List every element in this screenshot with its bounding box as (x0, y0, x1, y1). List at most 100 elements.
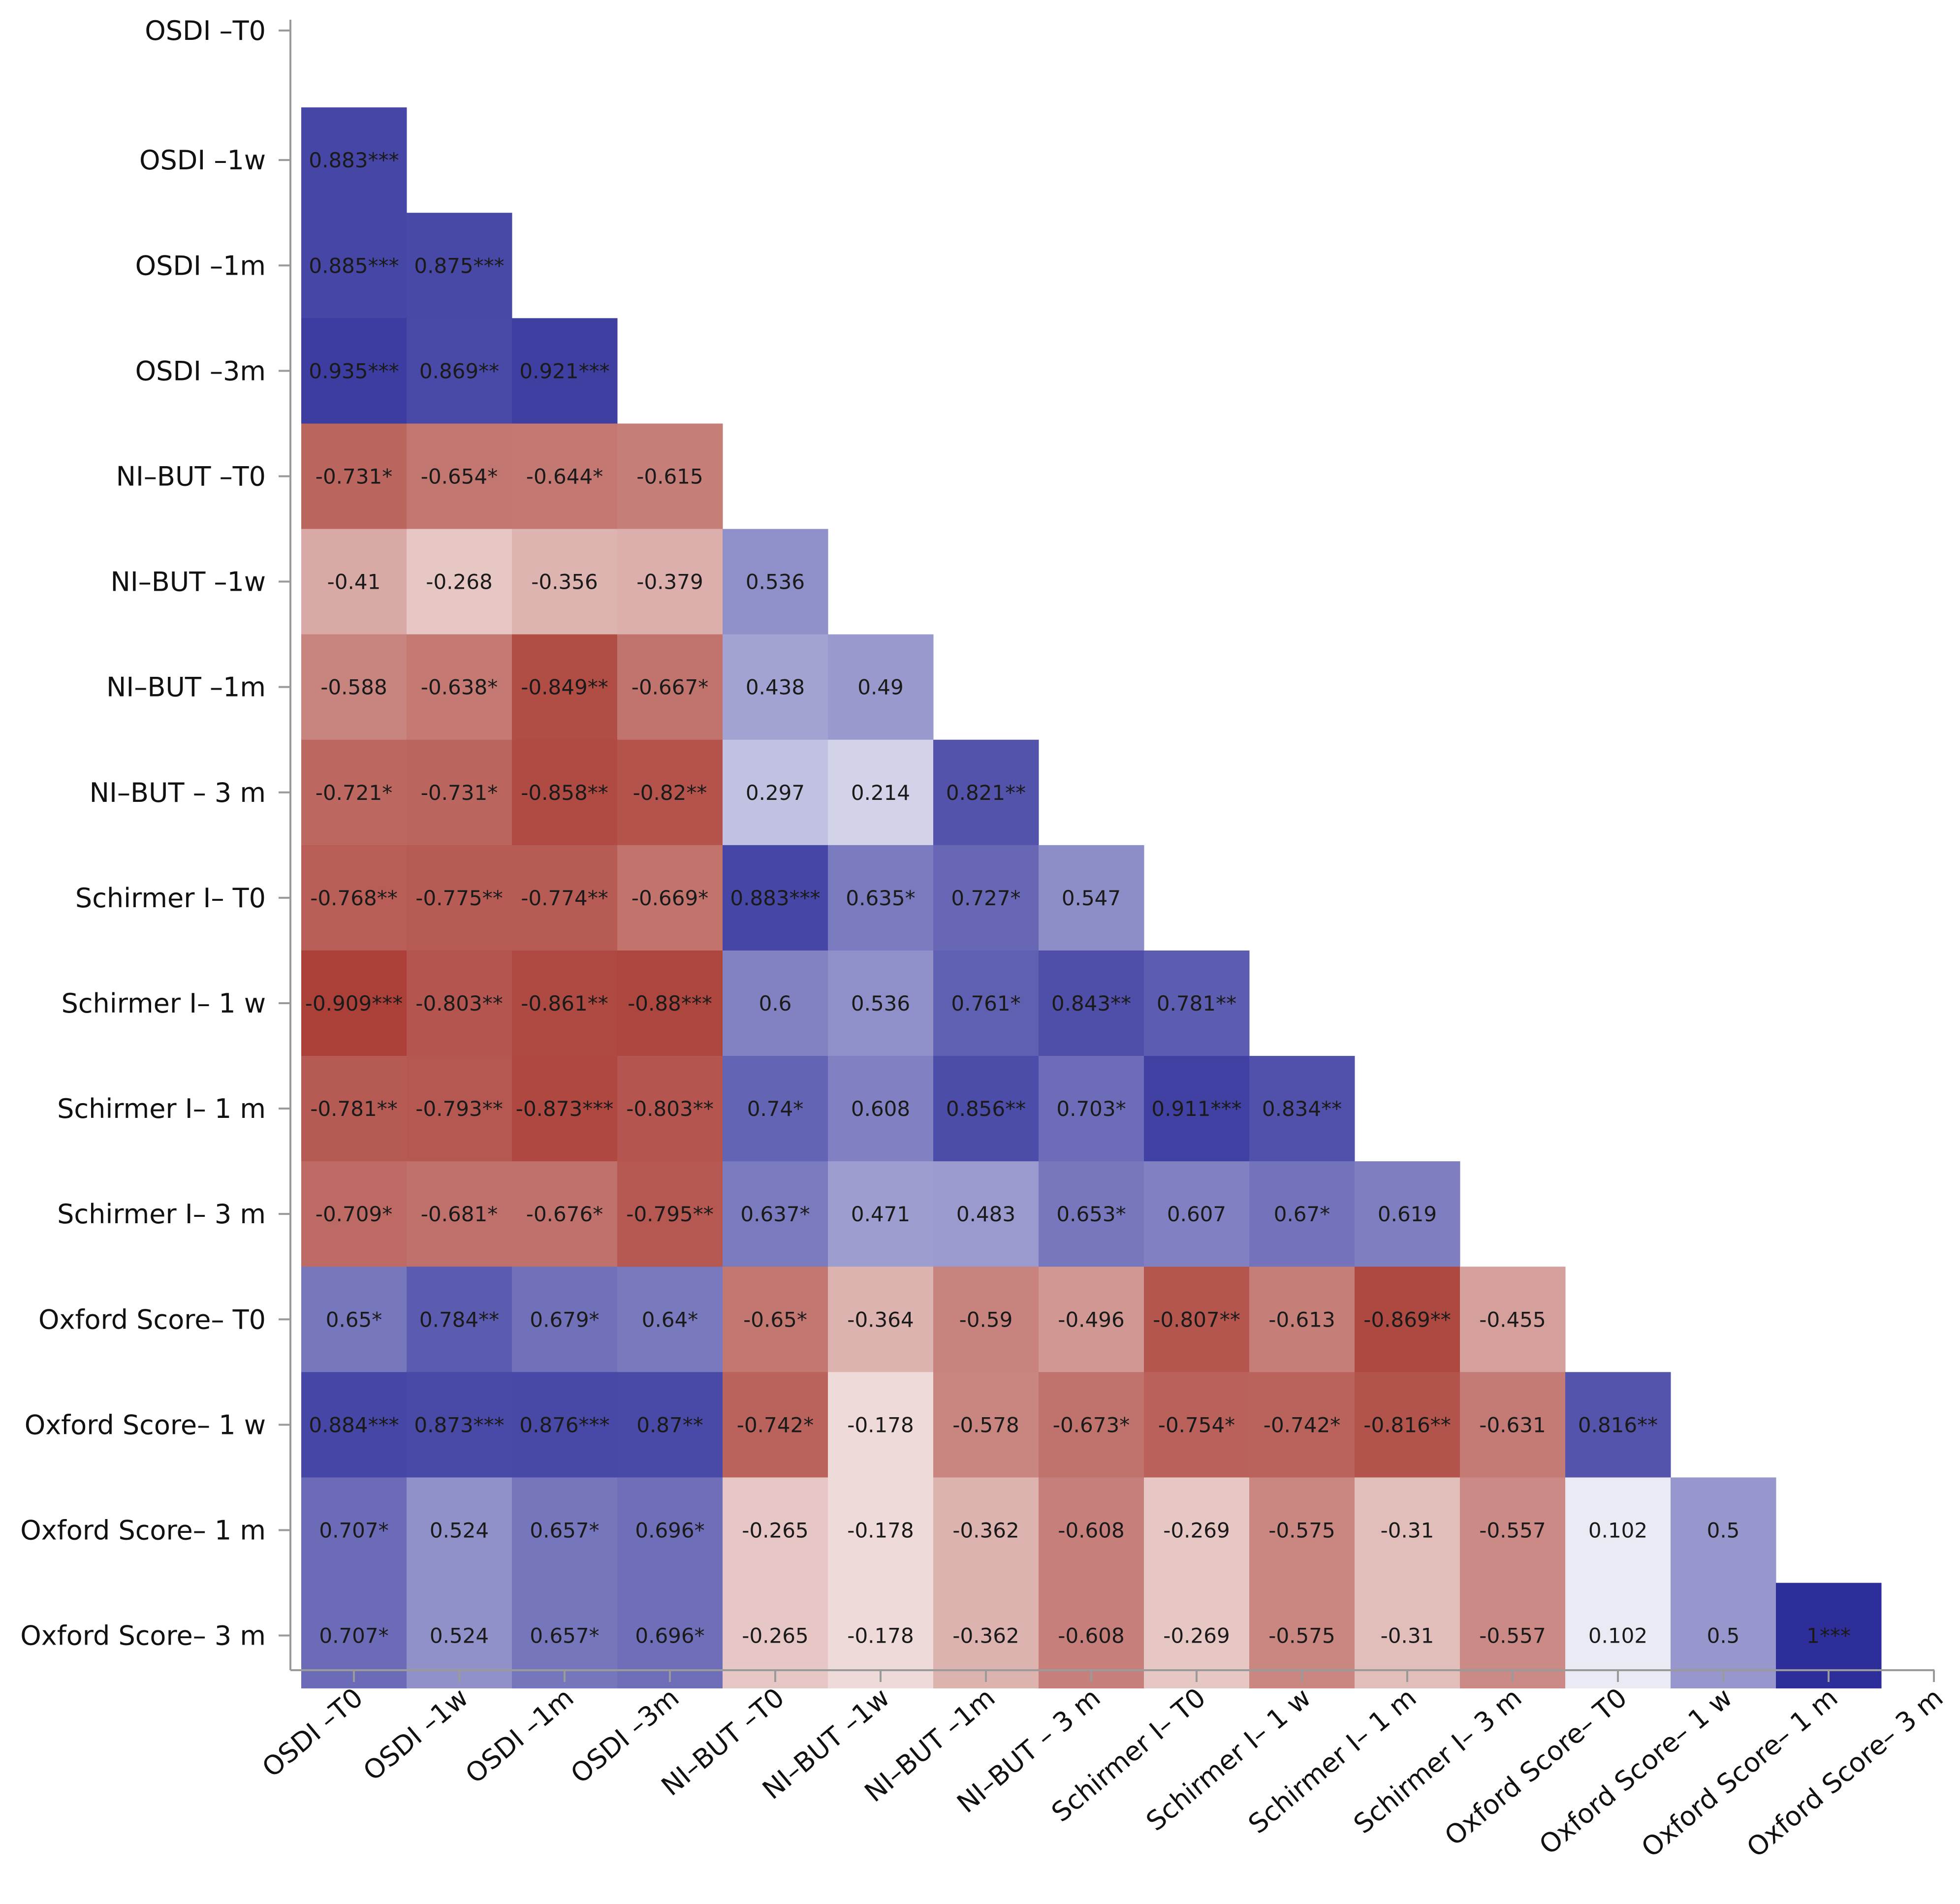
heatmap-cell-r9-c7 (1039, 950, 1144, 1056)
heatmap-cell-r13-c8 (1144, 1372, 1250, 1478)
heatmap-cell-r5-c3 (617, 529, 723, 635)
heatmap-cell-r14-c1 (407, 1477, 512, 1583)
heatmap-cell-r13-c10 (1355, 1372, 1460, 1478)
x-tick-label-osdi-1m: OSDI –1m (460, 1682, 580, 1790)
heatmap-cell-r10-c9 (1249, 1056, 1355, 1162)
cell-value-label: -0.721* (316, 781, 392, 805)
cell-value-label: -0.615 (636, 464, 703, 488)
heatmap-cell-r6-c1 (407, 634, 512, 740)
heatmap-cell-r4-c3 (617, 423, 723, 529)
heatmap-cell-r7-c3 (617, 739, 723, 846)
y-tick-label-osdi-1w: OSDI –1w (139, 145, 266, 176)
x-tick-label-oxford-score-t0: Oxford Score– T0 (1439, 1682, 1633, 1852)
x-tick-label-oxford-score-1-w: Oxford Score– 1 w (1533, 1682, 1738, 1861)
cell-value-label: 0.873*** (414, 1413, 504, 1437)
cell-value-label: -0.588 (320, 675, 387, 699)
heatmap-cell-r6-c0 (301, 634, 407, 740)
cell-value-label: 0.784** (419, 1307, 499, 1332)
heatmap-cell-r11-c3 (617, 1161, 723, 1267)
cell-value-label: -0.676* (526, 1202, 603, 1226)
cell-value-label: -0.268 (426, 570, 492, 594)
cell-value-label: 0.637* (740, 1202, 810, 1226)
cell-value-label: 0.619 (1378, 1202, 1437, 1226)
heatmap-cell-r9-c3 (617, 950, 723, 1056)
heatmap-cell-r14-c12 (1565, 1477, 1671, 1583)
cell-value-label: 0.524 (430, 1624, 489, 1648)
heatmap-cell-r8-c5 (828, 845, 934, 951)
heatmap-cell-r13-c0 (301, 1372, 407, 1478)
cell-value-label: 0.653* (1056, 1202, 1126, 1226)
cell-value-label: -0.379 (636, 570, 703, 594)
heatmap-cell-r3-c1 (407, 318, 512, 424)
heatmap-cell-r13-c11 (1460, 1372, 1566, 1478)
heatmap-cell-r13-c5 (828, 1372, 934, 1478)
heatmap-cell-r11-c1 (407, 1161, 512, 1267)
cell-value-label: 0.935*** (309, 359, 399, 383)
heatmap-cell-r4-c1 (407, 423, 512, 529)
heatmap-cell-r8-c4 (723, 845, 828, 951)
cell-value-label: 0.297 (746, 781, 805, 805)
heatmap-cell-r11-c4 (723, 1161, 828, 1267)
heatmap-cell-r3-c0 (301, 318, 407, 424)
cell-value-label: 0.816** (1578, 1413, 1658, 1437)
heatmap-cell-r9-c5 (828, 950, 934, 1056)
y-tick-label-schirmer-i-1-w: Schirmer I– 1 w (62, 988, 266, 1019)
cell-value-label: -0.608 (1058, 1518, 1124, 1542)
heatmap-cell-r1-c0 (301, 107, 407, 213)
heatmap-cell-r14-c9 (1249, 1477, 1355, 1583)
heatmap-cell-r11-c0 (301, 1161, 407, 1267)
heatmap-cell-r10-c1 (407, 1056, 512, 1162)
cell-value-label: -0.269 (1163, 1624, 1230, 1648)
cell-value-label: 0.74* (747, 1097, 804, 1121)
cell-value-label: 0.214 (851, 781, 910, 805)
cell-value-label: -0.608 (1058, 1624, 1124, 1648)
cell-value-label: -0.31 (1381, 1624, 1434, 1648)
heatmap-cell-r11-c6 (933, 1161, 1039, 1267)
y-tick-label-schirmer-i-3-m: Schirmer I– 3 m (57, 1199, 266, 1230)
heatmap-cell-r12-c8 (1144, 1267, 1250, 1372)
cell-value-label: 0.883*** (309, 148, 399, 172)
cell-value-label: -0.742* (1264, 1413, 1340, 1437)
heatmap-cell-r12-c6 (933, 1267, 1039, 1372)
y-tick-label-ni-but-1m: NI–BUT –1m (106, 672, 266, 703)
cell-value-label: -0.816** (1363, 1413, 1451, 1437)
heatmap-cell-r9-c0 (301, 950, 407, 1056)
heatmap-cell-r14-c2 (512, 1477, 618, 1583)
heatmap-cell-r11-c2 (512, 1161, 618, 1267)
cell-value-label: -0.768** (310, 886, 397, 910)
heatmap-cell-r12-c9 (1249, 1267, 1355, 1372)
heatmap-cell-r14-c13 (1671, 1477, 1776, 1583)
heatmap-cell-r7-c4 (723, 739, 828, 846)
y-tick-label-oxford-score-t0: Oxford Score– T0 (38, 1304, 266, 1335)
cell-value-label: 0.781** (1157, 991, 1236, 1015)
heatmap-cell-r13-c3 (617, 1372, 723, 1478)
cell-value-label: 0.102 (1588, 1624, 1647, 1648)
cell-value-label: -0.681* (421, 1202, 498, 1226)
cell-value-label: -0.269 (1163, 1518, 1230, 1542)
cell-value-label: 0.635* (846, 886, 915, 910)
cell-value-label: 0.102 (1588, 1518, 1647, 1542)
heatmap-cell-r11-c10 (1355, 1161, 1460, 1267)
heatmap-cells: 0.883*** 0.885*** 0.875*** 0.935*** 0.869** 0… (301, 107, 1882, 1689)
heatmap-cell-r5-c2 (512, 529, 618, 635)
heatmap-cell-r14-c4 (723, 1477, 828, 1583)
heatmap-cell-r12-c3 (617, 1267, 723, 1372)
cell-value-label: -0.557 (1479, 1518, 1546, 1542)
cell-value-label: 0.536 (746, 570, 805, 594)
y-tick-label-osdi-t0: OSDI –T0 (145, 15, 266, 46)
heatmap-cell-r12-c2 (512, 1267, 618, 1372)
cell-value-label: -0.178 (847, 1518, 914, 1542)
cell-value-label: 0.856** (946, 1097, 1026, 1121)
cell-value-label: 0.821** (946, 781, 1026, 805)
cell-value-label: 0.707* (319, 1518, 388, 1542)
cell-value-label: 0.5 (1707, 1518, 1740, 1542)
cell-value-label: -0.909*** (305, 991, 403, 1015)
cell-value-label: 0.64* (642, 1307, 698, 1332)
heatmap-cell-r6-c5 (828, 634, 934, 740)
cell-value-label: 0.524 (430, 1518, 489, 1542)
heatmap-cell-r11-c8 (1144, 1161, 1250, 1267)
heatmap-cell-r9-c4 (723, 950, 828, 1056)
heatmap-cell-r7-c0 (301, 739, 407, 846)
